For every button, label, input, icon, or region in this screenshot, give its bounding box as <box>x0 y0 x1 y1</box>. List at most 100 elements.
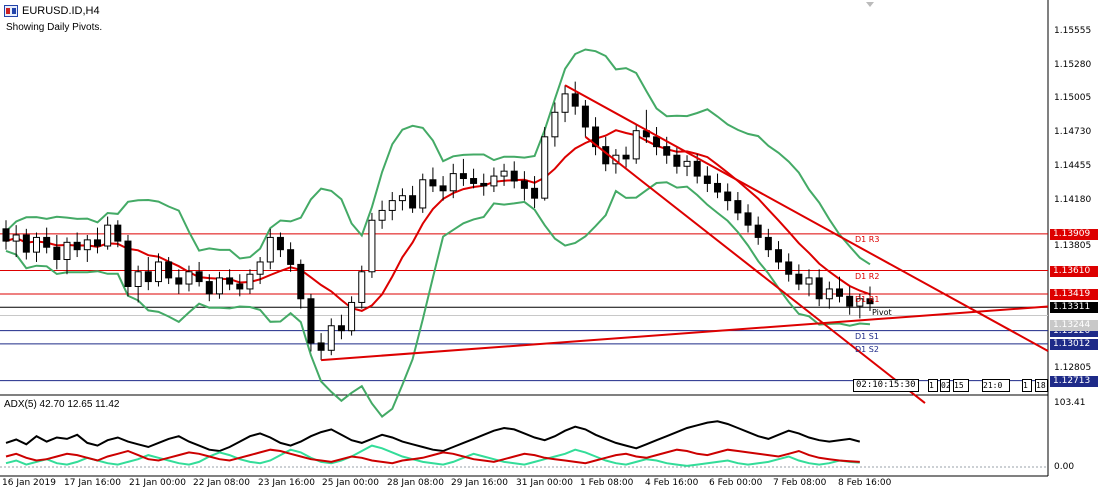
candle <box>53 234 61 270</box>
candle <box>866 286 874 312</box>
time-tick-label: 7 Feb 08:00 <box>773 478 827 488</box>
candle <box>195 261 203 287</box>
ask-price-box: 1.13244 <box>1050 320 1098 332</box>
candle-body <box>215 277 223 295</box>
candle-body <box>419 179 427 209</box>
pivot-label: D1 R2 <box>855 271 880 281</box>
time-tick-label: 22 Jan 08:00 <box>193 478 250 488</box>
candle <box>714 173 722 199</box>
candle <box>409 185 417 213</box>
candle-body <box>754 224 762 238</box>
time-tick-label: 8 Feb 16:00 <box>838 478 892 488</box>
moving-average <box>5 129 871 312</box>
candle-body <box>2 228 10 242</box>
candle <box>805 269 813 297</box>
candle <box>419 173 427 213</box>
candle-body <box>714 182 722 193</box>
candle-body <box>236 283 244 290</box>
candle-body <box>388 200 396 211</box>
candle <box>134 265 142 303</box>
candle-body <box>632 130 640 160</box>
candle-body <box>337 325 345 332</box>
candle <box>490 167 498 193</box>
candle-body <box>154 261 162 283</box>
candle-body <box>520 180 528 189</box>
candle-body <box>378 209 386 221</box>
price-tick-label: 1.13805 <box>1054 240 1092 251</box>
price-tick-label: 1.15005 <box>1054 93 1092 104</box>
candle-body <box>307 298 315 344</box>
candle-body <box>764 236 772 251</box>
candle <box>653 127 661 156</box>
candle-body <box>53 246 61 261</box>
candle-body <box>205 281 213 295</box>
candle-body <box>124 240 132 287</box>
candle-body <box>500 170 508 177</box>
candle <box>825 281 833 309</box>
resistance-trendline <box>564 84 1049 352</box>
candle-body <box>673 154 681 167</box>
candle-body <box>703 175 711 184</box>
candle <box>703 166 711 193</box>
pivot-label: D1 S2 <box>855 344 879 354</box>
candle <box>398 188 406 211</box>
trendlines <box>321 84 1049 404</box>
candle <box>348 296 356 336</box>
candle-body <box>358 271 366 303</box>
candle <box>388 192 396 221</box>
candle <box>785 253 793 282</box>
countdown-box: 02 <box>940 379 950 392</box>
candle <box>510 161 518 189</box>
chart-shift-marker[interactable] <box>866 2 874 7</box>
countdown-box: 21:0 <box>982 379 1010 392</box>
pivot-indicator-note: Showing Daily Pivots. <box>6 22 103 33</box>
countdown-box: 18 <box>1035 379 1048 392</box>
candle <box>836 276 844 303</box>
candle-body <box>459 173 467 180</box>
pivot-price-box: 1.13012 <box>1050 338 1098 350</box>
candle <box>93 227 101 254</box>
time-tick-label: 17 Jan 16:00 <box>64 478 121 488</box>
price-tick-label: 1.14730 <box>1054 127 1092 138</box>
candle-body <box>114 224 122 242</box>
pivot-price-box: 1.13419 <box>1050 288 1098 300</box>
candle-body <box>226 277 234 285</box>
candle <box>734 192 742 221</box>
candle <box>358 265 366 309</box>
time-tick-label: 25 Jan 00:00 <box>322 478 379 488</box>
price-tick-label: 1.15280 <box>1054 59 1092 70</box>
candle <box>632 124 640 164</box>
candle-body <box>93 239 101 247</box>
candle-body <box>663 146 671 156</box>
adx-axis-label: 0.00 <box>1054 462 1075 472</box>
candle <box>439 176 447 201</box>
candle <box>470 168 478 189</box>
candle <box>226 269 234 291</box>
candle-body <box>825 288 833 300</box>
time-tick-label: 23 Jan 16:00 <box>258 478 315 488</box>
time-tick-label: 29 Jan 16:00 <box>451 478 508 488</box>
candle <box>744 204 752 233</box>
symbol-timeframe: EURUSD.ID,H4 <box>22 5 100 17</box>
candle-body <box>571 93 579 107</box>
candle-body <box>327 325 335 351</box>
ma-line <box>5 129 871 312</box>
price-tick-label: 1.14180 <box>1054 194 1092 205</box>
candle-body <box>104 224 112 247</box>
chart-window-icon <box>4 5 18 17</box>
candle-body <box>287 249 295 265</box>
candle <box>43 227 51 254</box>
candle-body <box>795 273 803 285</box>
price-tick-label: 1.14455 <box>1054 160 1092 171</box>
candle <box>673 146 681 174</box>
candle <box>551 102 559 147</box>
candle <box>561 85 569 123</box>
candle-body <box>551 111 559 138</box>
pivot-label: D1 R3 <box>855 234 880 244</box>
candle-body <box>541 136 549 199</box>
candle <box>124 234 132 297</box>
candle <box>449 163 457 199</box>
candle-body <box>185 271 193 285</box>
candle-body <box>836 288 844 297</box>
candle <box>429 167 437 193</box>
